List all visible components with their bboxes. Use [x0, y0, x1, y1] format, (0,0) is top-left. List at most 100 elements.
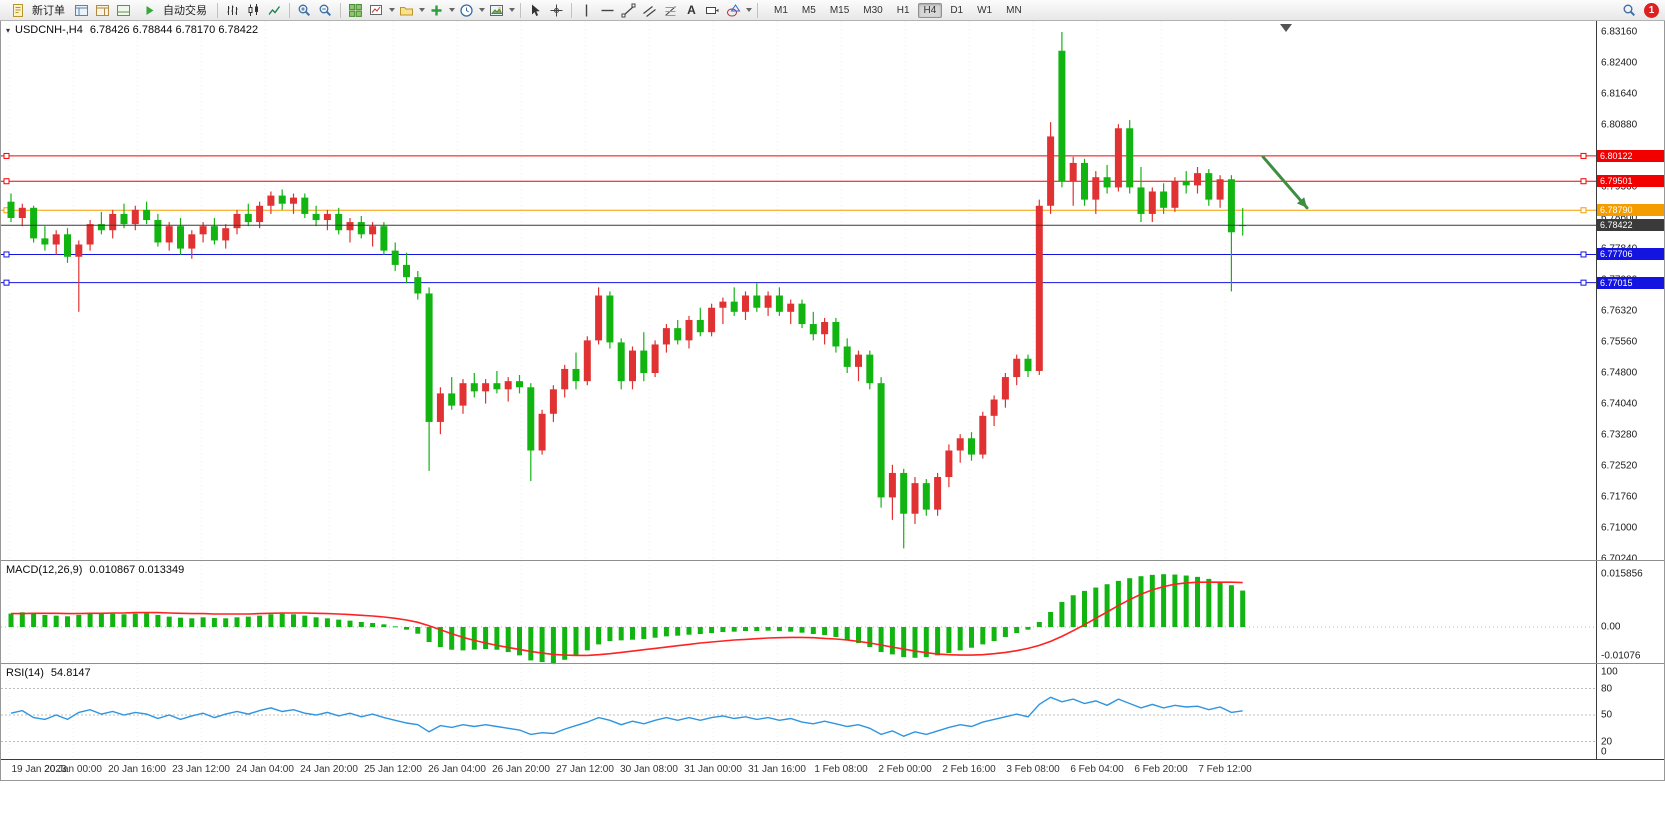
time-tick: 30 Jan 08:00	[620, 764, 678, 775]
rsi-label: RSI(14)	[6, 667, 44, 679]
candle-body	[301, 197, 309, 214]
template-dropdown-caret[interactable]	[509, 8, 515, 12]
period-dropdown-caret[interactable]	[479, 8, 485, 12]
macd-histogram-bar	[415, 627, 421, 634]
timeframe-button-mn[interactable]: MN	[1006, 4, 1022, 16]
search-icon[interactable]	[1620, 1, 1639, 19]
crosshair-icon[interactable]	[547, 1, 566, 19]
new-chart-icon[interactable]	[367, 1, 386, 19]
macd-histogram-bar	[822, 627, 828, 636]
indicators-dropdown-caret[interactable]	[449, 8, 455, 12]
navigator-icon[interactable]	[93, 1, 112, 19]
macd-histogram-bar	[1127, 578, 1133, 627]
tile-windows-icon[interactable]	[346, 1, 365, 19]
trendline-icon[interactable]	[619, 1, 638, 19]
macd-histogram-bar	[132, 613, 138, 627]
vertical-line-icon[interactable]	[577, 1, 596, 19]
time-tick: 19 Jan 2023	[11, 764, 67, 775]
time-tick: 26 Jan 20:00	[492, 764, 550, 775]
price-badge-6.80122: 6.80122	[1597, 149, 1664, 162]
macd-histogram-bar	[471, 627, 477, 650]
line-handle[interactable]	[3, 251, 10, 258]
timeframe-button-d1[interactable]: D1	[950, 4, 964, 16]
horizontal-line-icon[interactable]	[598, 1, 617, 19]
line-handle[interactable]	[1580, 279, 1587, 286]
candle-body	[493, 383, 501, 390]
candle-body	[165, 226, 173, 243]
macd-histogram-bar	[923, 627, 929, 658]
candle-body	[583, 340, 591, 382]
zoom-out-icon[interactable]	[316, 1, 335, 19]
candle-body	[1160, 191, 1168, 208]
line-handle[interactable]	[3, 152, 10, 159]
line-handle[interactable]	[1580, 207, 1587, 214]
macd-histogram-bar	[234, 617, 240, 627]
trend-arrow[interactable]	[1261, 155, 1309, 210]
candle-body	[990, 399, 998, 416]
candle-body	[1194, 173, 1201, 186]
macd-pane[interactable]: MACD(12,26,9) 0.010867 0.013349 0.015856…	[1, 561, 1664, 664]
auto-trading-button[interactable]: 自动交易	[135, 1, 212, 19]
rsi-chart-canvas[interactable]	[1, 664, 1596, 759]
main-chart-pane[interactable]: ▾ USDCNH-,H4 6.78426 6.78844 6.78170 6.7…	[1, 21, 1664, 561]
macd-chart-canvas[interactable]	[1, 561, 1596, 664]
chart-title: ▾ USDCNH-,H4 6.78426 6.78844 6.78170 6.7…	[6, 24, 258, 36]
template-icon[interactable]	[487, 1, 506, 19]
time-tick: 31 Jan 00:00	[684, 764, 742, 775]
candle-body	[1205, 173, 1213, 200]
market-watch-icon[interactable]	[72, 1, 91, 19]
fibonacci-icon[interactable]	[661, 1, 680, 19]
timeframe-button-w1[interactable]: W1	[977, 4, 993, 16]
macd-histogram-bar	[878, 627, 884, 653]
profiles-dropdown-caret[interactable]	[419, 8, 425, 12]
equidistant-channel-icon[interactable]	[640, 1, 659, 19]
chart-menu-icon[interactable]: ▾	[6, 25, 11, 35]
shapes-dropdown-caret[interactable]	[746, 8, 752, 12]
line-chart-icon[interactable]	[265, 1, 284, 19]
zoom-in-icon[interactable]	[295, 1, 314, 19]
candle-body	[459, 383, 467, 406]
profiles-icon[interactable]	[397, 1, 416, 19]
price-tick: 6.76320	[1601, 305, 1638, 317]
timeframe-button-m1[interactable]: M1	[774, 4, 788, 16]
timeframe-button-m30[interactable]: M30	[863, 4, 883, 16]
new-order-button[interactable]: 新订单	[4, 1, 70, 19]
text-tool-icon[interactable]: A	[687, 3, 696, 17]
candlestick-chart-icon[interactable]	[244, 1, 263, 19]
candle-body	[30, 207, 38, 239]
rsi-pane[interactable]: RSI(14) 54.8147 100 80 50 20 0	[1, 664, 1664, 759]
new-order-label: 新订单	[32, 5, 65, 17]
notification-badge[interactable]: 1	[1644, 2, 1659, 18]
macd-histogram-bar	[121, 614, 127, 627]
line-handle[interactable]	[1580, 152, 1587, 159]
timeframe-button-h1[interactable]: H1	[896, 4, 910, 16]
line-handle[interactable]	[1580, 178, 1587, 185]
terminal-icon[interactable]	[114, 1, 133, 19]
macd-histogram-bar	[901, 627, 907, 658]
macd-histogram-bar	[31, 613, 37, 627]
macd-histogram-bar	[76, 614, 82, 627]
shapes-icon[interactable]	[724, 1, 743, 19]
candle-body	[516, 381, 523, 388]
timeframe-button-m15[interactable]: M15	[829, 4, 850, 16]
period-icon[interactable]	[457, 1, 476, 19]
timeframe-button-h4[interactable]: H4	[917, 2, 943, 18]
toolbar-separator	[289, 2, 290, 18]
rsi-tick: 0	[1601, 746, 1607, 758]
chart-symbol-label: USDCNH-,H4	[15, 24, 83, 36]
cursor-icon[interactable]	[526, 1, 545, 19]
indicators-icon[interactable]	[427, 1, 446, 19]
timeframe-button-m5[interactable]: M5	[801, 4, 816, 16]
macd-histogram-bar	[1217, 581, 1223, 627]
macd-histogram-bar	[1228, 585, 1234, 627]
line-handle[interactable]	[3, 279, 10, 286]
candlestick-chart-canvas[interactable]	[1, 21, 1596, 561]
candle-body	[617, 342, 625, 382]
label-tool-icon[interactable]	[703, 1, 722, 19]
candle-body	[369, 226, 377, 235]
new-chart-dropdown-caret[interactable]	[389, 8, 395, 12]
chart-shift-marker-icon[interactable]	[1280, 24, 1292, 32]
line-handle[interactable]	[3, 178, 10, 185]
line-handle[interactable]	[1580, 251, 1587, 258]
bar-chart-icon[interactable]	[223, 1, 242, 19]
